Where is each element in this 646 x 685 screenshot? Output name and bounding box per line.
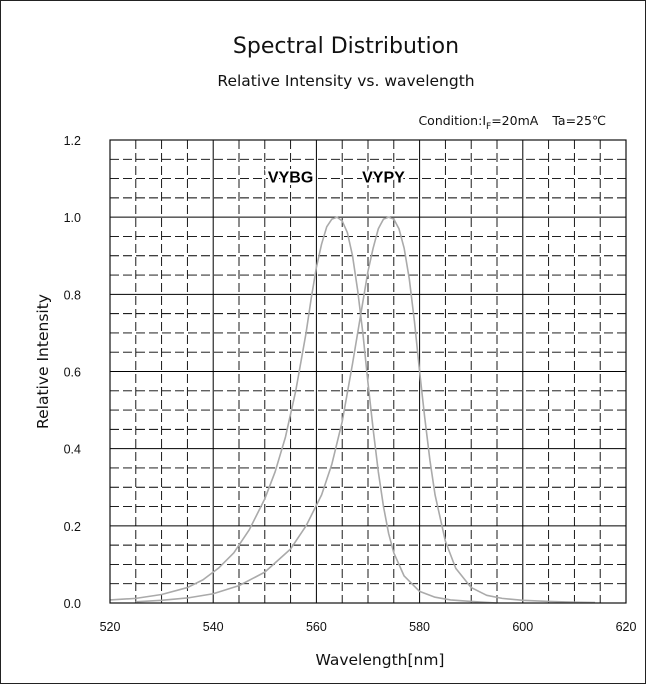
x-tick-label: 520 [100, 620, 121, 634]
y-tick-label: 1.2 [64, 134, 81, 148]
x-tick-label: 600 [512, 620, 533, 634]
condition-label: Condition:IF=20mA Ta=25℃ [418, 113, 606, 132]
plot-border [109, 139, 627, 604]
condition-ta: Ta=25℃ [551, 113, 606, 128]
x-axis-label: Wavelength[nm] [316, 651, 445, 669]
condition-prefix: Condition:I [418, 113, 486, 128]
y-tick-label: 0.0 [64, 597, 81, 611]
series-line-vybg [109, 216, 498, 604]
chart-title: Spectral Distribution [233, 34, 459, 59]
y-tick-label: 0.8 [64, 288, 81, 302]
series-labels: VYBG VYPY [265, 167, 407, 189]
y-tick-label: 0.2 [64, 520, 81, 534]
series-label-vypy: VYPY [362, 169, 405, 186]
y-tick-label: 0.6 [64, 366, 81, 380]
y-tick-label: 1.0 [64, 211, 81, 225]
x-tick-label: 540 [203, 620, 224, 634]
y-axis-label: Relative Intensity [34, 294, 52, 429]
curves [109, 216, 596, 604]
chart-subtitle: Relative Intensity vs. wavelength [217, 72, 474, 90]
condition-suffix: =20mA [491, 113, 539, 128]
x-tick-label: 620 [616, 620, 637, 634]
grid [109, 139, 627, 604]
tick-labels: 520 540 560 580 600 620 0.0 0.2 0.4 0.6 0.8 1.0 1.2 [64, 134, 637, 634]
x-tick-label: 560 [306, 620, 327, 634]
series-label-vybg: VYBG [268, 169, 313, 186]
series-line-vypy [135, 216, 596, 604]
condition-subscript: F [486, 122, 491, 132]
y-tick-label: 0.4 [64, 443, 81, 457]
x-tick-label: 580 [409, 620, 430, 634]
